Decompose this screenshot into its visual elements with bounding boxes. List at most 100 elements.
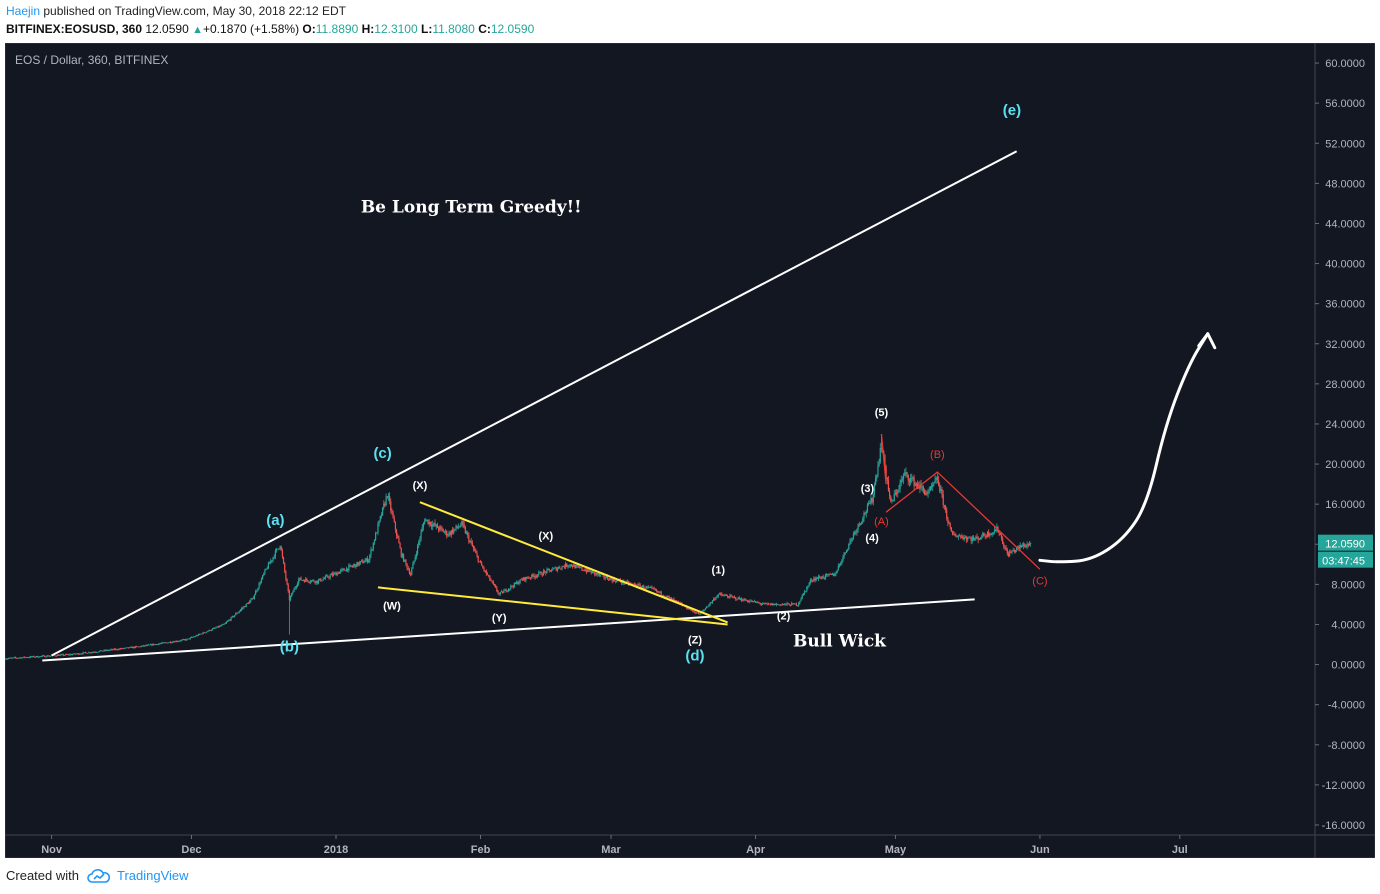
- candle-body: [1023, 544, 1025, 546]
- candle-body: [528, 577, 531, 579]
- candle-body: [1006, 549, 1008, 554]
- candle-body: [439, 526, 441, 530]
- candle-body: [375, 532, 377, 541]
- candle-body: [379, 516, 381, 521]
- candle-body: [810, 580, 813, 581]
- candle-body: [42, 655, 45, 657]
- candle-body: [380, 515, 383, 517]
- candle-body: [179, 640, 181, 642]
- chart-area[interactable]: 60.0000 56.0000 52.0000 48.0000 44.0000 40.00…: [5, 43, 1375, 858]
- candle-body: [638, 584, 640, 586]
- tradingview-link[interactable]: TradingView: [87, 868, 189, 883]
- candle-body: [580, 566, 582, 568]
- candle-body: [563, 566, 566, 568]
- candle-body: [850, 538, 852, 541]
- candle-body: [1028, 543, 1031, 546]
- candle-body: [126, 647, 128, 649]
- candle-body: [861, 521, 863, 524]
- candle-body: [209, 630, 211, 631]
- candle-body: [890, 495, 892, 502]
- candle-body: [92, 652, 95, 653]
- candle-body: [925, 492, 927, 495]
- wave-label: (X): [538, 530, 553, 542]
- upper-trendline: [51, 150, 1018, 657]
- candle-body: [661, 595, 663, 596]
- candle-body: [534, 576, 536, 578]
- candle-body: [955, 535, 957, 538]
- candle-body: [751, 600, 753, 603]
- candle-body: [178, 641, 180, 642]
- candle-body: [230, 617, 232, 621]
- candle-body: [706, 607, 708, 609]
- price-change: +0.1870 (+1.58%): [203, 22, 300, 36]
- candle-body: [402, 554, 405, 562]
- candle-body: [500, 591, 503, 593]
- candle-body: [235, 613, 237, 616]
- candle-body: [201, 633, 203, 635]
- candle-body: [249, 601, 251, 604]
- candle-body: [920, 484, 922, 488]
- candle-body: [678, 601, 680, 603]
- candle-body: [84, 652, 87, 654]
- candle-body: [162, 642, 165, 644]
- candle-body: [791, 603, 793, 606]
- candle-body: [440, 526, 442, 528]
- candle-body: [301, 580, 303, 581]
- candle-body: [843, 552, 845, 557]
- y-tick-label: 20.0000: [1325, 459, 1365, 471]
- candle-body: [441, 527, 443, 530]
- candle-body: [1030, 542, 1032, 544]
- candle-body: [429, 521, 432, 525]
- candle-body: [151, 644, 153, 646]
- candle-body: [266, 568, 268, 570]
- candle-body: [32, 656, 34, 657]
- candle-body: [870, 497, 872, 504]
- candle-body: [979, 538, 982, 539]
- candle-body: [409, 573, 412, 575]
- candle-body: [588, 568, 590, 572]
- candle-body: [947, 518, 949, 523]
- candle-body: [35, 656, 38, 657]
- y-tick-label: 44.0000: [1325, 218, 1365, 230]
- wave-label: (e): [1003, 102, 1021, 119]
- candle-body: [256, 590, 258, 592]
- candle-body: [446, 530, 448, 536]
- candle-body: [296, 583, 299, 587]
- candle-body: [852, 533, 855, 539]
- candle-body: [299, 577, 301, 580]
- candle-body: [1024, 544, 1026, 548]
- candle-body: [631, 583, 633, 585]
- candle-body: [798, 602, 800, 606]
- candle-body: [964, 536, 966, 538]
- candle-body: [405, 559, 407, 564]
- candle-body: [510, 585, 512, 589]
- price-chart[interactable]: 60.0000 56.0000 52.0000 48.0000 44.0000 40.00…: [5, 43, 1375, 858]
- candle-body: [18, 657, 20, 659]
- candle-body: [781, 604, 783, 606]
- candle-body: [155, 644, 158, 645]
- candle-body: [658, 591, 660, 593]
- candle-body: [242, 607, 244, 609]
- candle-body: [208, 630, 210, 632]
- candle-body: [307, 580, 309, 582]
- candle-body: [453, 529, 455, 534]
- candle-body: [817, 576, 820, 579]
- candle-body: [231, 616, 233, 618]
- candle-body: [225, 621, 228, 624]
- y-tick-label: 16.0000: [1325, 499, 1365, 511]
- candle-body: [914, 483, 916, 486]
- candle-body: [196, 635, 198, 637]
- y-tick-label: -16.0000: [1322, 820, 1365, 832]
- candle-body: [483, 567, 485, 571]
- candle-body: [372, 542, 374, 550]
- candle-body: [233, 615, 236, 617]
- candle-body: [426, 519, 428, 521]
- candle-body: [436, 524, 438, 529]
- candle-body: [736, 599, 738, 601]
- candle-body: [906, 472, 908, 476]
- wave-label: (b): [280, 639, 299, 656]
- author-name[interactable]: Haejin: [6, 4, 41, 18]
- candle-body: [700, 612, 702, 614]
- candle-body: [87, 653, 89, 654]
- open-value: 11.8890: [315, 22, 359, 36]
